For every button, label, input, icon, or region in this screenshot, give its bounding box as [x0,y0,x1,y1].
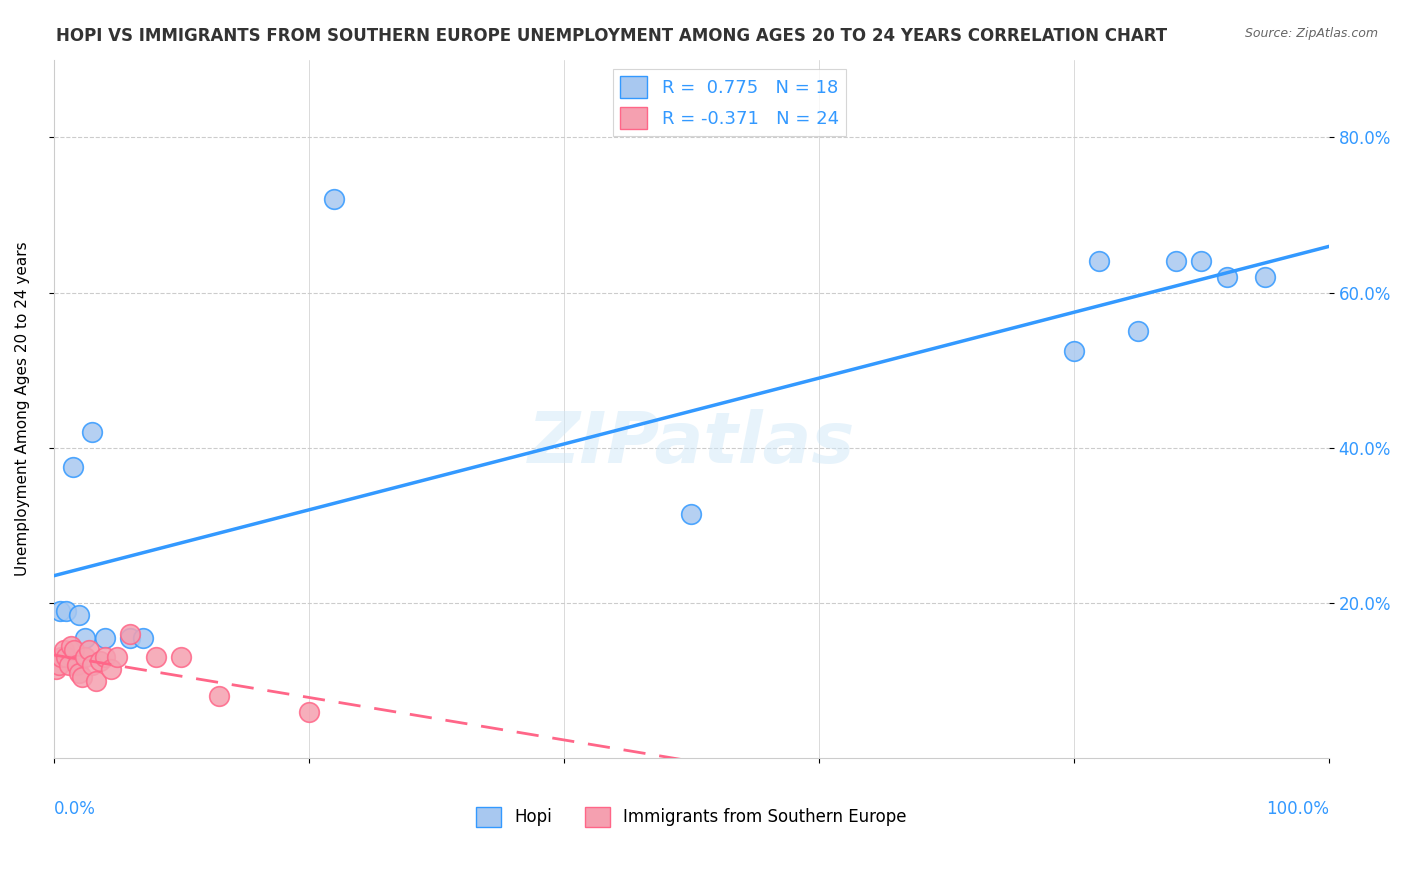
Point [55,604,77,618]
Point [70,670,93,684]
Point [100,662,122,676]
Point [49,604,72,618]
Point [63,642,86,657]
Point [58,658,80,673]
Point [80,658,103,673]
Point [79,642,101,657]
Point [1164,254,1187,268]
Point [1216,270,1239,285]
Point [75,650,97,665]
Point [67,665,90,680]
Point [89,654,111,668]
Point [298,705,321,719]
Point [60,639,83,653]
Point [55,650,77,665]
Point [208,689,231,703]
Point [93,631,115,645]
Point [170,650,193,665]
Text: ZIPatlas: ZIPatlas [527,409,855,478]
Point [93,650,115,665]
Point [323,192,346,206]
Point [1126,324,1149,338]
Point [105,650,128,665]
Point [1189,254,1212,268]
Text: HOPI VS IMMIGRANTS FROM SOUTHERN EUROPE UNEMPLOYMENT AMONG AGES 20 TO 24 YEARS C: HOPI VS IMMIGRANTS FROM SOUTHERN EUROPE … [56,27,1167,45]
Point [65,658,87,673]
Text: Source: ZipAtlas.com: Source: ZipAtlas.com [1244,27,1378,40]
Point [52,642,75,657]
Point [51,650,73,665]
Point [1088,254,1111,268]
Point [1254,270,1277,285]
Point [67,607,90,622]
Point [681,507,703,521]
Legend: Hopi, Immigrants from Southern Europe: Hopi, Immigrants from Southern Europe [470,800,914,834]
Point [45,662,67,676]
Point [48,658,70,673]
Point [120,627,142,641]
Text: 0.0%: 0.0% [53,800,96,818]
Text: 100.0%: 100.0% [1265,800,1329,818]
Point [145,650,167,665]
Point [75,631,97,645]
Point [1063,343,1085,358]
Y-axis label: Unemployment Among Ages 20 to 24 years: Unemployment Among Ages 20 to 24 years [15,242,30,576]
Point [62,460,84,475]
Point [132,631,155,645]
Point [80,425,103,440]
Point [120,631,142,645]
Point [84,673,107,688]
